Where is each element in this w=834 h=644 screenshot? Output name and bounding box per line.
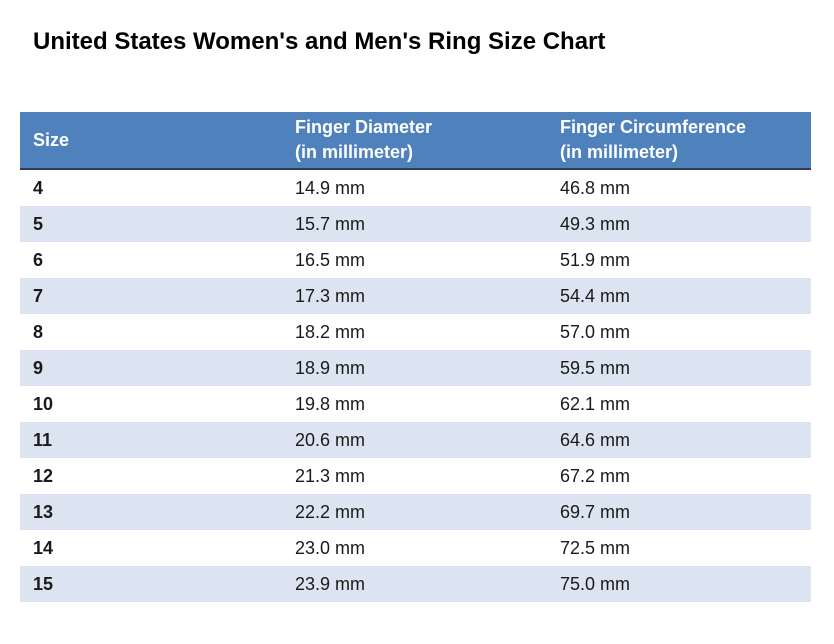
table-row: 14 23.0 mm 72.5 mm — [20, 530, 811, 566]
size-cell: 10 — [33, 393, 54, 414]
table-row: 7 17.3 mm 54.4 mm — [20, 278, 811, 314]
table-row: 11 20.6 mm 64.6 mm — [20, 422, 811, 458]
circumference-cell: 75.0 mm — [560, 573, 631, 594]
size-cell: 7 — [33, 285, 44, 306]
size-cell: 11 — [33, 429, 53, 450]
header-finger-circumference-sublabel: (in millimeter) — [560, 142, 679, 162]
circumference-cell: 46.8 mm — [560, 177, 631, 198]
diameter-cell: 23.9 mm — [295, 573, 366, 594]
circumference-cell: 57.0 mm — [560, 321, 631, 342]
header-finger-circumference-label: Finger Circumference — [560, 117, 747, 137]
circumference-cell: 69.7 mm — [560, 501, 631, 522]
table-row: 9 18.9 mm 59.5 mm — [20, 350, 811, 386]
diameter-cell: 15.7 mm — [295, 213, 366, 234]
circumference-cell: 64.6 mm — [560, 429, 631, 450]
ring-size-table: Size Finger Diameter (in millimeter) Fin… — [20, 112, 811, 602]
header-finger-diameter-label: Finger Diameter — [295, 117, 433, 137]
ring-size-table-body: 4 14.9 mm 46.8 mm 5 15.7 mm 49.3 mm 6 16.5 mm 51… — [20, 169, 811, 602]
circumference-cell: 49.3 mm — [560, 213, 631, 234]
diameter-cell: 23.0 mm — [295, 537, 366, 558]
circumference-cell: 51.9 mm — [560, 249, 631, 270]
size-cell: 5 — [33, 213, 44, 234]
diameter-cell: 18.2 mm — [295, 321, 366, 342]
diameter-cell: 20.6 mm — [295, 429, 366, 450]
table-header: Size Finger Diameter (in millimeter) Fin… — [20, 112, 811, 170]
circumference-cell: 67.2 mm — [560, 465, 631, 486]
header-finger-circumference: Finger Circumference (in millimeter) — [560, 112, 811, 170]
table-row: 10 19.8 mm 62.1 mm — [20, 386, 811, 422]
diameter-cell: 21.3 mm — [295, 465, 366, 486]
diameter-cell: 17.3 mm — [295, 285, 366, 306]
header-size-label: Size — [33, 129, 70, 150]
page-title: United States Women's and Men's Ring Siz… — [33, 28, 606, 55]
table-row: 13 22.2 mm 69.7 mm — [20, 494, 811, 530]
table-row: 5 15.7 mm 49.3 mm — [20, 206, 811, 242]
circumference-cell: 59.5 mm — [560, 357, 631, 378]
diameter-cell: 22.2 mm — [295, 501, 366, 522]
size-cell: 4 — [33, 177, 44, 198]
size-cell: 14 — [33, 537, 54, 558]
diameter-cell: 18.9 mm — [295, 357, 366, 378]
size-cell: 9 — [33, 357, 44, 378]
header-finger-diameter: Finger Diameter (in millimeter) — [295, 112, 560, 170]
size-cell: 6 — [33, 249, 44, 270]
table-row: 4 14.9 mm 46.8 mm — [20, 169, 811, 206]
diameter-cell: 16.5 mm — [295, 249, 366, 270]
table-row: 15 23.9 mm 75.0 mm — [20, 566, 811, 602]
table-header-row: Size Finger Diameter (in millimeter) Fin… — [20, 112, 811, 170]
diameter-cell: 19.8 mm — [295, 393, 366, 414]
diameter-cell: 14.9 mm — [295, 177, 366, 198]
size-cell: 15 — [33, 573, 54, 594]
size-cell: 12 — [33, 465, 54, 486]
header-size: Size — [20, 112, 295, 170]
size-cell: 13 — [33, 501, 54, 522]
circumference-cell: 72.5 mm — [560, 537, 631, 558]
table-row: 6 16.5 mm 51.9 mm — [20, 242, 811, 278]
table-row: 8 18.2 mm 57.0 mm — [20, 314, 811, 350]
table-row: 12 21.3 mm 67.2 mm — [20, 458, 811, 494]
header-finger-diameter-sublabel: (in millimeter) — [295, 142, 414, 162]
size-cell: 8 — [33, 321, 44, 342]
circumference-cell: 62.1 mm — [560, 393, 631, 414]
circumference-cell: 54.4 mm — [560, 285, 631, 306]
